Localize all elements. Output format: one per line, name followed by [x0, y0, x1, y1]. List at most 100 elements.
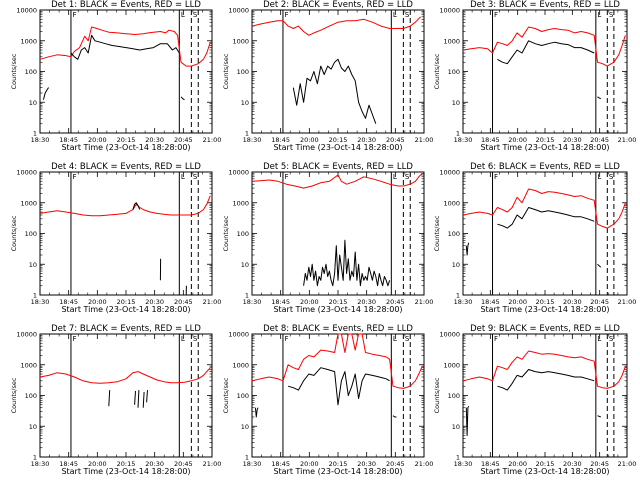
panel-det-3: Det 3: BLACK = Events, RED = LLD 1 10 100 10…: [433, 0, 636, 152]
y-tick-label: 10: [29, 99, 37, 107]
y-tick-label: 1: [245, 130, 249, 138]
x-axis-label: Start Time (23-Oct-14 18:28:00): [273, 143, 402, 152]
y-tick-label: 10000: [228, 169, 249, 177]
series-line-events: [497, 40, 595, 65]
x-tick-label: 20:00: [88, 298, 107, 306]
x-tick-label: 20:45: [174, 136, 193, 144]
x-tick-label: 21:00: [203, 460, 222, 468]
x-tick-label: 18:45: [59, 298, 78, 306]
y-tick-label: 1000: [20, 37, 37, 45]
x-tick-label: 20:30: [563, 136, 582, 144]
series-line-events: [180, 96, 185, 101]
x-tick-label: 20:15: [536, 298, 555, 306]
event-marker-label: L: [393, 173, 397, 181]
series-line-lld: [462, 26, 626, 67]
panel-det-4: Det 4: BLACK = Events, RED = LLD 1 10 100 10…: [10, 162, 221, 314]
panel-det-8: Det 8: BLACK = Events, RED = LLD 1 10 100 10…: [222, 324, 433, 476]
series-line-events: [132, 202, 141, 210]
x-tick-label: 20:00: [508, 298, 527, 306]
x-tick-label: 21:00: [618, 298, 637, 306]
x-axis-label: Start Time (23-Oct-14 18:28:00): [480, 467, 609, 476]
y-tick-label: 1000: [20, 361, 37, 369]
y-tick-label: 10: [452, 423, 460, 431]
series-line-lld: [251, 173, 423, 189]
event-marker-label: S: [405, 173, 410, 181]
series-line-lld: [462, 350, 626, 389]
y-axis-label: Counts/sec: [222, 377, 230, 413]
series-line-events: [465, 242, 470, 256]
y-axis-label: Counts/sec: [10, 377, 18, 413]
y-tick-label: 10: [452, 99, 460, 107]
y-tick-label: 100: [25, 230, 37, 238]
x-tick-label: 21:00: [415, 136, 434, 144]
y-tick-label: 1000: [20, 199, 37, 207]
plot-frame: [462, 9, 628, 134]
series-line-lld: [39, 195, 211, 217]
x-tick-label: 20:30: [357, 298, 376, 306]
event-marker-label: S: [609, 11, 614, 19]
x-tick-label: 20:45: [386, 298, 405, 306]
x-tick-label: 20:45: [386, 136, 405, 144]
x-tick-label: 20:45: [174, 298, 193, 306]
event-marker-label: F: [494, 335, 498, 343]
chart-title: Det 5: BLACK = Events, RED = LLD: [263, 162, 413, 172]
chart-title: Det 3: BLACK = Events, RED = LLD: [470, 0, 620, 10]
chart-title: Det 9: BLACK = Events, RED = LLD: [470, 324, 620, 334]
y-tick-label: 10000: [228, 7, 249, 15]
x-tick-label: 21:00: [618, 460, 637, 468]
event-marker-label: F: [284, 11, 288, 19]
x-tick-label: 18:30: [31, 298, 50, 306]
series-line-lld: [251, 16, 421, 36]
plot-frame: [39, 333, 213, 458]
event-marker-label: F: [494, 11, 498, 19]
x-axis-label: Start Time (23-Oct-14 18:28:00): [480, 305, 609, 314]
event-marker-label: F: [72, 335, 76, 343]
x-axis-label: Start Time (23-Oct-14 18:28:00): [273, 305, 402, 314]
x-tick-label: 20:30: [357, 460, 376, 468]
x-tick-label: 20:00: [88, 136, 107, 144]
x-tick-label: 20:15: [329, 136, 348, 144]
y-tick-label: 10000: [16, 331, 37, 339]
x-axis-label: Start Time (23-Oct-14 18:28:00): [273, 467, 402, 476]
event-marker-label: L: [393, 335, 397, 343]
y-tick-label: 1: [456, 292, 460, 300]
x-tick-label: 20:00: [300, 460, 319, 468]
panel-det-9: Det 9: BLACK = Events, RED = LLD 1 10 100 10…: [433, 324, 636, 476]
y-tick-label: 10000: [439, 331, 460, 339]
y-tick-label: 100: [237, 68, 249, 76]
event-marker-label: F: [284, 173, 288, 181]
chart-title: Det 1: BLACK = Events, RED = LLD: [51, 0, 201, 10]
series-line-events: [70, 34, 180, 60]
event-marker-label: L: [181, 173, 185, 181]
panel-det-1: Det 1: BLACK = Events, RED = LLD 1 10 100 10…: [10, 0, 221, 152]
x-tick-label: 20:30: [563, 298, 582, 306]
x-tick-label: 18:30: [31, 460, 50, 468]
x-tick-label: 20:15: [536, 136, 555, 144]
y-axis-label: Counts/sec: [433, 215, 441, 251]
series-line-events: [497, 207, 595, 229]
x-tick-label: 18:30: [243, 136, 262, 144]
y-tick-label: 100: [25, 68, 37, 76]
x-tick-label: 20:30: [563, 460, 582, 468]
x-tick-label: 20:45: [590, 460, 609, 468]
event-marker-label: L: [597, 11, 601, 19]
y-tick-label: 1000: [443, 361, 460, 369]
event-marker-label: S: [609, 173, 614, 181]
series-line-events: [597, 415, 601, 418]
x-tick-label: 18:45: [481, 136, 500, 144]
series-line-events: [134, 390, 136, 405]
x-tick-label: 18:45: [59, 136, 78, 144]
x-tick-label: 20:30: [357, 136, 376, 144]
x-tick-label: 20:00: [88, 460, 107, 468]
y-tick-label: 1: [456, 130, 460, 138]
series-line-events: [303, 239, 391, 287]
plot-frame: [39, 171, 213, 296]
panel-det-5: Det 5: BLACK = Events, RED = LLD 1 10 100 10…: [222, 162, 433, 314]
y-tick-label: 10000: [16, 7, 37, 15]
y-tick-label: 1000: [232, 199, 249, 207]
y-tick-label: 1: [456, 454, 460, 462]
y-tick-label: 10: [29, 261, 37, 269]
y-axis-label: Counts/sec: [222, 215, 230, 251]
panel-det-6: Det 6: BLACK = Events, RED = LLD 1 10 100 10…: [433, 162, 636, 314]
event-marker-label: L: [181, 11, 185, 19]
